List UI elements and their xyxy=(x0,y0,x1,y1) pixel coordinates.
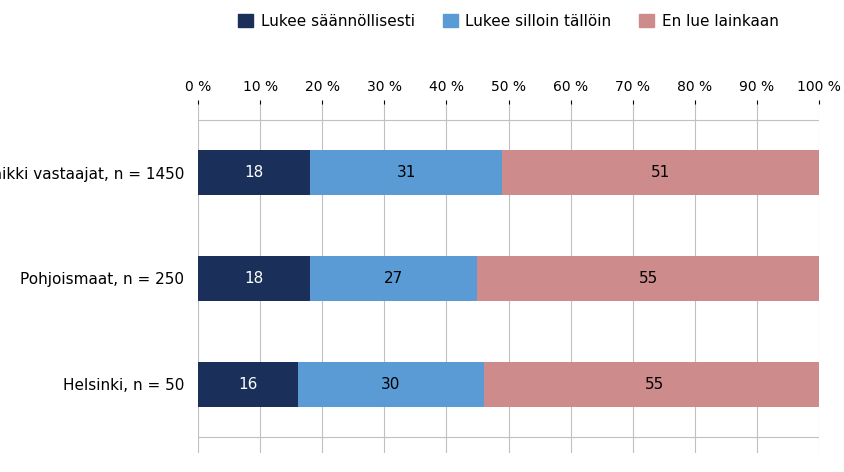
Bar xyxy=(310,151,502,195)
Bar xyxy=(478,256,819,301)
Text: 18: 18 xyxy=(245,271,264,286)
Bar xyxy=(198,151,310,195)
Text: 51: 51 xyxy=(651,165,670,180)
Text: 55: 55 xyxy=(645,377,664,392)
Bar xyxy=(198,256,310,301)
Bar xyxy=(502,151,819,195)
Bar xyxy=(198,362,298,406)
Text: 30: 30 xyxy=(381,377,400,392)
Text: 27: 27 xyxy=(384,271,403,286)
Legend: Lukee säännöllisesti, Lukee silloin tällöin, En lue lainkaan: Lukee säännöllisesti, Lukee silloin täll… xyxy=(238,14,779,29)
Text: 55: 55 xyxy=(638,271,657,286)
Text: 18: 18 xyxy=(245,165,264,180)
Bar xyxy=(310,256,478,301)
Text: 16: 16 xyxy=(238,377,257,392)
Bar xyxy=(484,362,825,406)
Text: 31: 31 xyxy=(397,165,416,180)
Bar xyxy=(298,362,484,406)
